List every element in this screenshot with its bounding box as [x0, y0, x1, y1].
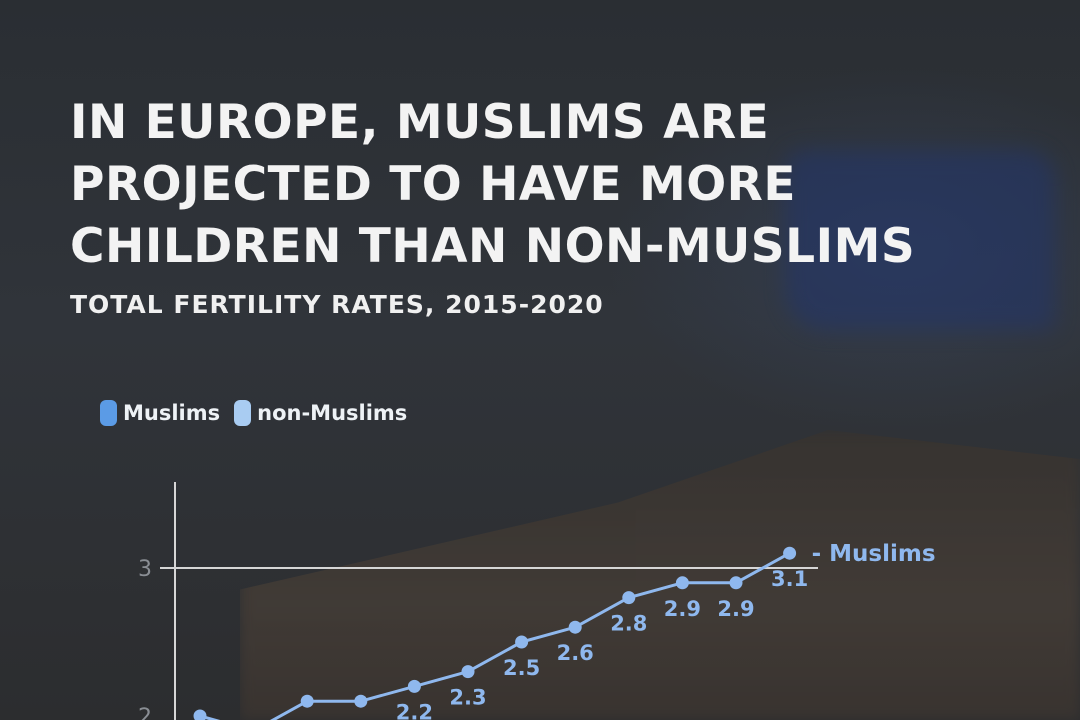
- legend-label-muslims: Muslims: [123, 401, 221, 425]
- data-label: 2.5: [503, 656, 540, 680]
- data-point: [193, 709, 207, 720]
- data-point: [461, 665, 475, 679]
- series-line-muslims: [199, 551, 791, 720]
- series-end-label: - Muslims: [812, 541, 936, 567]
- data-point: [783, 546, 797, 560]
- data-point: [675, 576, 689, 590]
- y-tick-label: 3: [138, 557, 152, 582]
- data-label: 2.8: [610, 612, 647, 636]
- data-point: [515, 635, 529, 649]
- headline-title: IN EUROPE, MUSLIMS ARE PROJECTED TO HAVE…: [70, 95, 916, 274]
- data-point: [622, 591, 636, 605]
- data-point: [407, 679, 421, 693]
- data-label: 2.3: [449, 686, 486, 710]
- data-point: [568, 620, 582, 634]
- chart-subtitle: TOTAL FERTILITY RATES, 2015-2020: [70, 290, 604, 319]
- y-tick-label: 2: [138, 705, 152, 720]
- legend-item-non-muslims: non-Muslims: [234, 400, 407, 426]
- data-label: 2.9: [664, 597, 701, 621]
- data-label: 2.9: [717, 597, 754, 621]
- legend-label-non-muslims: non-Muslims: [257, 401, 408, 425]
- data-label: 2.6: [557, 641, 594, 665]
- data-label: 2.2: [396, 700, 433, 720]
- data-point: [300, 694, 314, 708]
- data-point: [729, 576, 743, 590]
- legend-swatch-non-muslims: [234, 400, 252, 426]
- legend-swatch-muslims: [100, 400, 117, 426]
- data-point: [354, 694, 368, 708]
- chart-legend: Muslims non-Muslims: [100, 400, 421, 426]
- legend-item-muslims: Muslims: [100, 400, 220, 426]
- eu-flag-background: [785, 150, 1055, 330]
- data-label: 3.1: [771, 567, 808, 591]
